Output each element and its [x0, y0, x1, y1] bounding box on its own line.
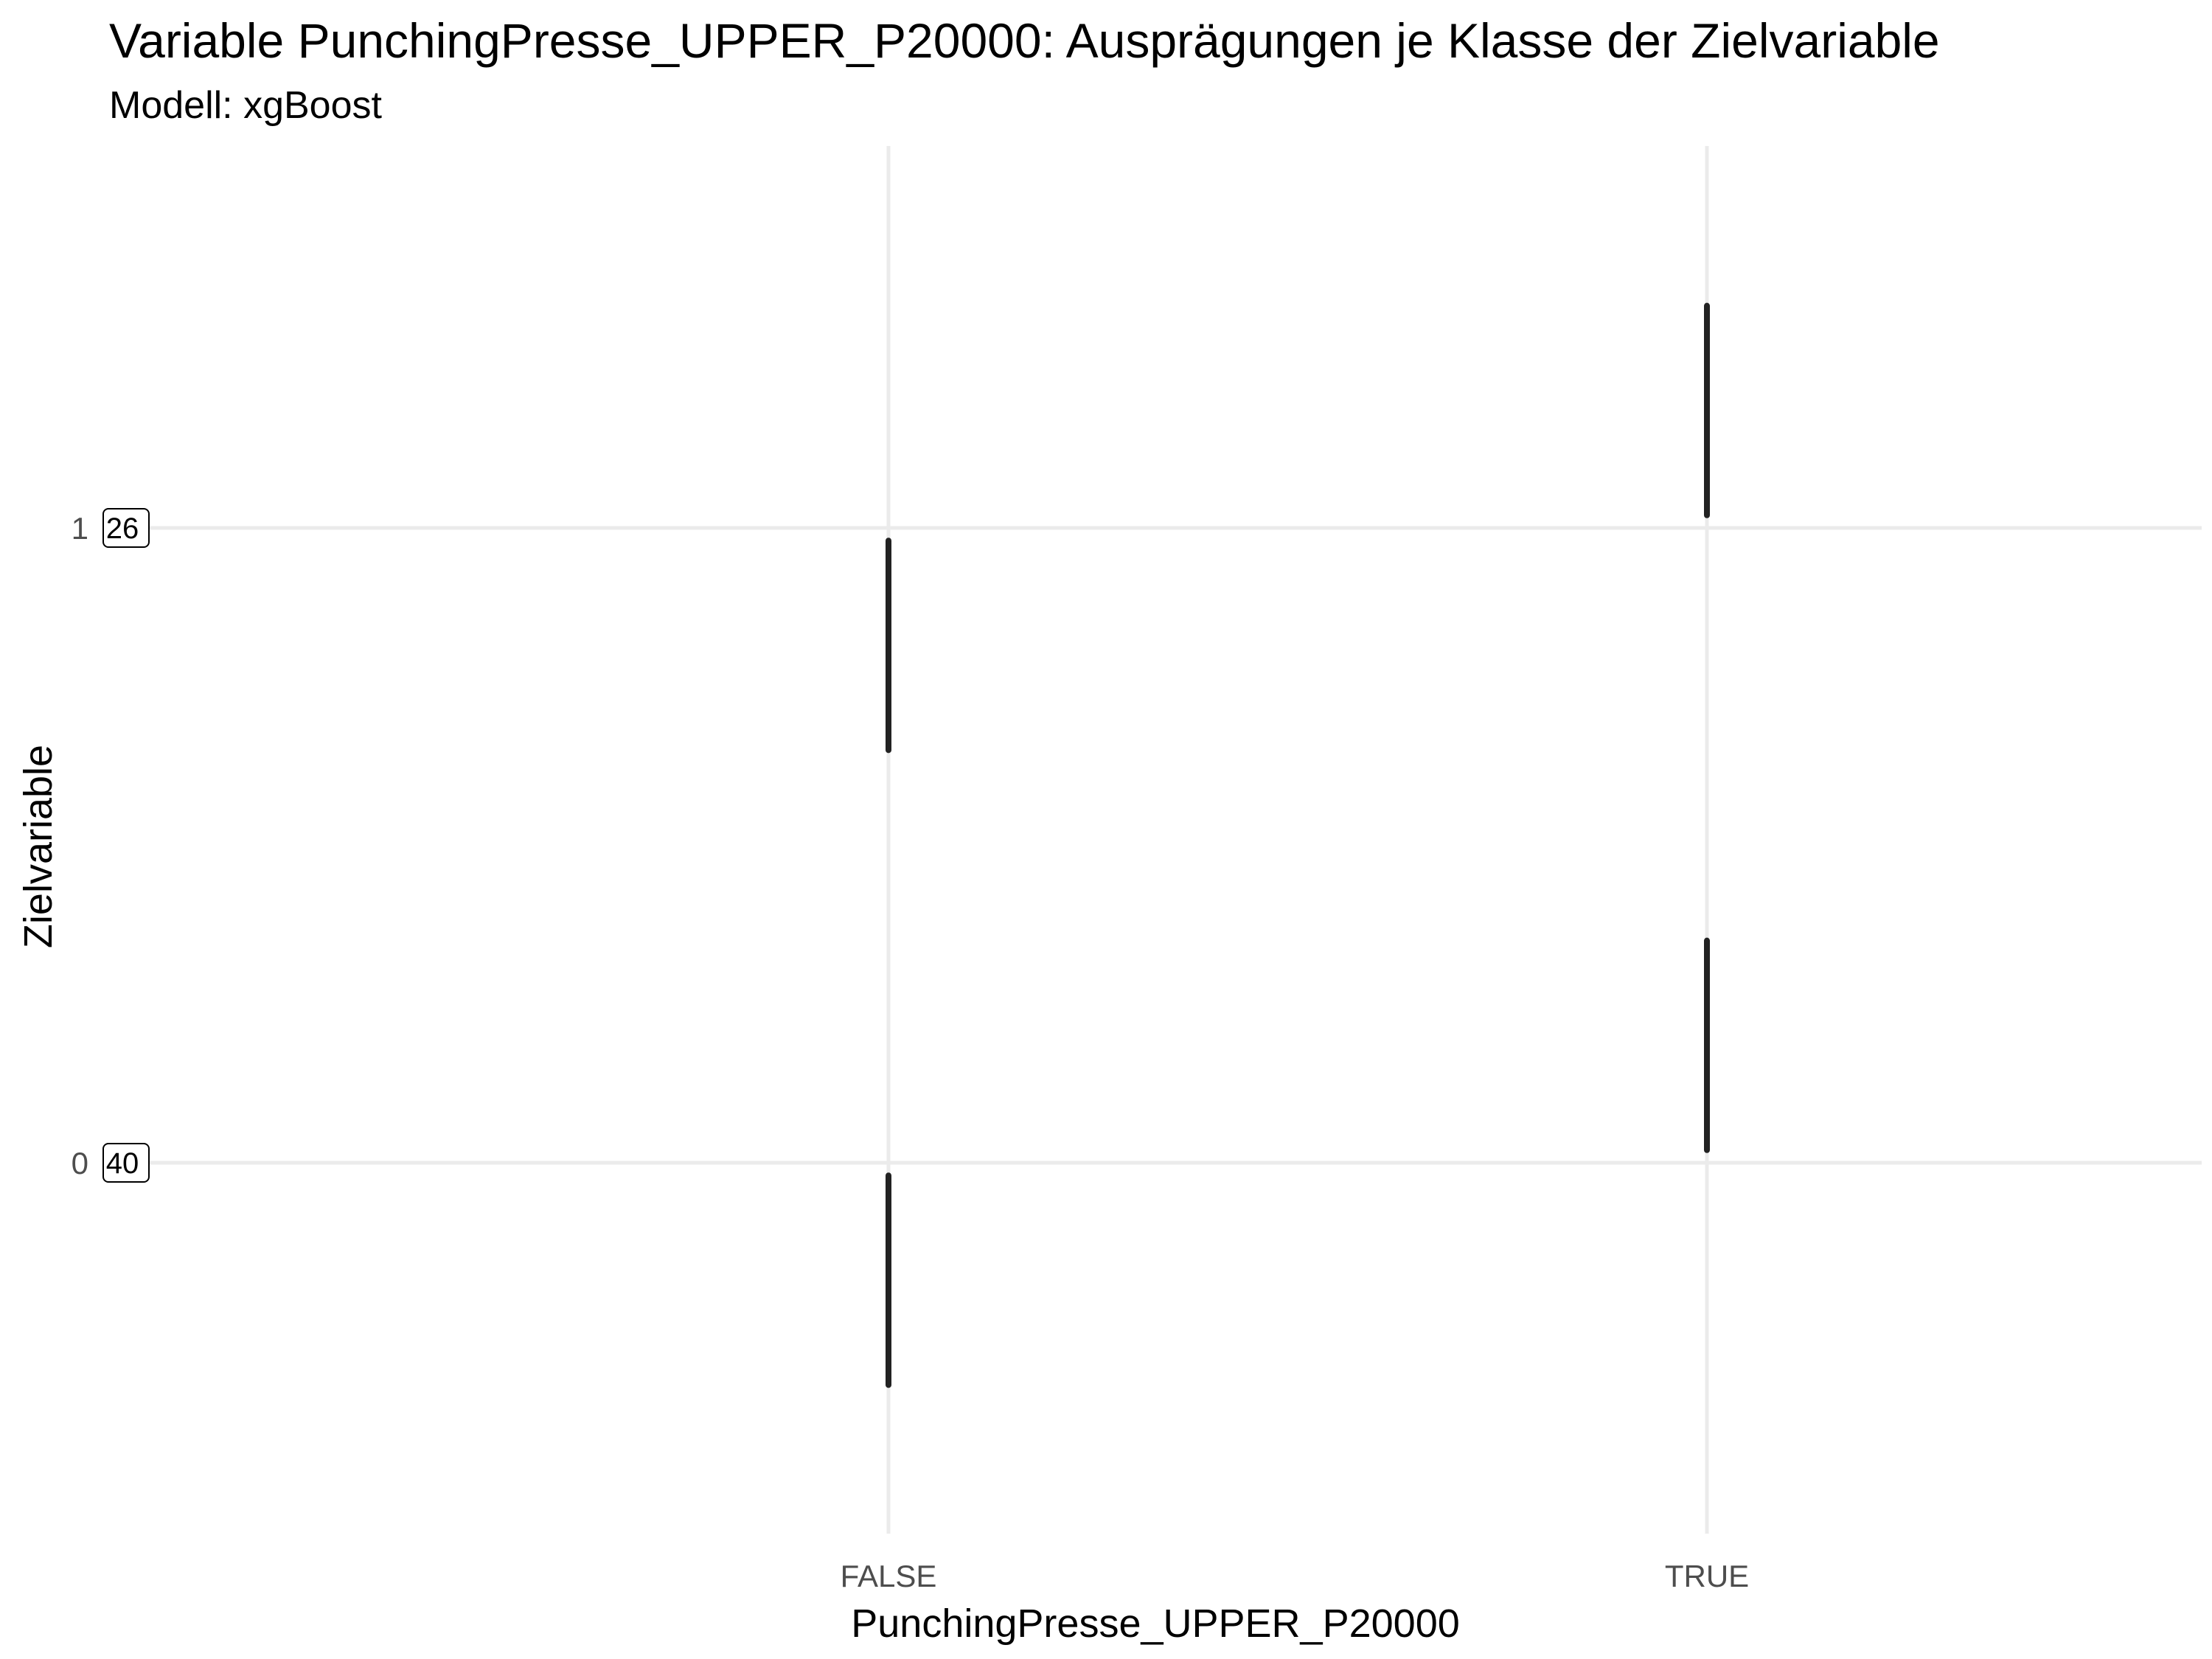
grid-lines	[109, 146, 2202, 1534]
chart-subtitle: Modell: xgBoost	[109, 84, 383, 127]
data-segments	[886, 302, 1710, 1388]
axis-ticks: 0 1 FALSE TRUE	[72, 511, 1750, 1593]
y-tick-label-0: 0	[72, 1146, 88, 1180]
x-tick-label-true: TRUE	[1665, 1559, 1749, 1593]
x-tick-label-false: FALSE	[841, 1559, 937, 1593]
y-tick-label-1: 1	[72, 511, 88, 546]
count-label-1: 26	[106, 512, 139, 545]
count-label-box-1	[102, 508, 150, 548]
x-axis-label: PunchingPresse_UPPER_P20000	[851, 1601, 1460, 1646]
chart-title: Variable PunchingPresse_UPPER_P20000: Au…	[109, 13, 1940, 68]
y-axis-label: Zielvariable	[16, 745, 60, 948]
count-label-box-0	[102, 1143, 150, 1183]
count-labels: 26 40	[102, 508, 150, 1183]
count-label-0: 40	[106, 1147, 139, 1180]
